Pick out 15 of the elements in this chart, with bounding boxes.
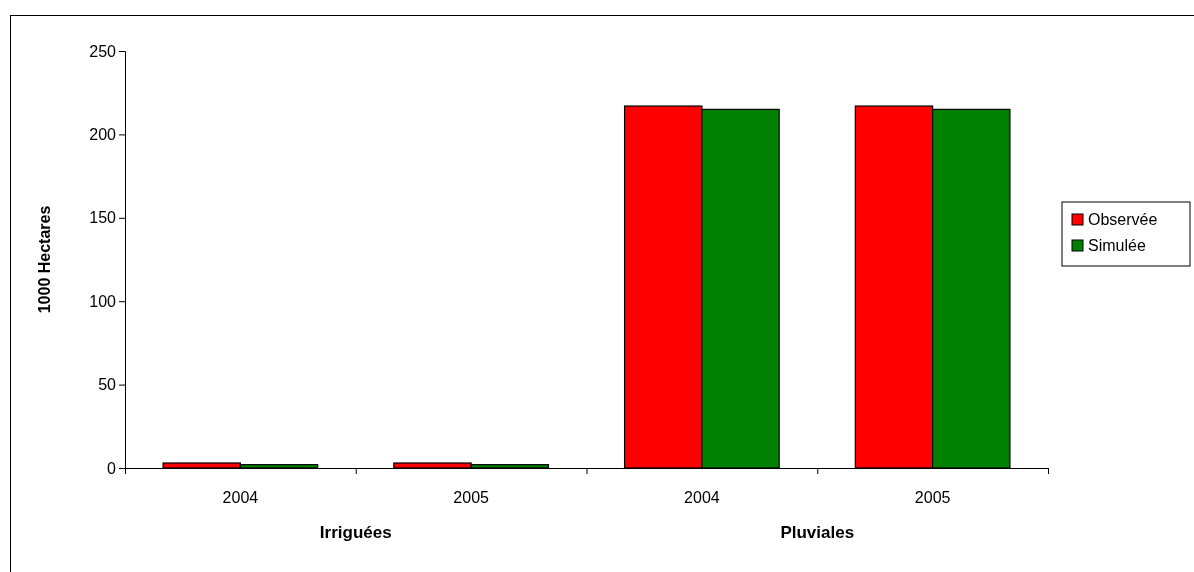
y-tick-label: 150 (89, 209, 117, 227)
x-tick-label: 2004 (684, 489, 720, 506)
y-tick-label: 50 (98, 376, 117, 394)
y-axis-title: 1000 Hectares (36, 205, 53, 314)
legend-label: Simulée (1088, 237, 1146, 254)
text: Irriguées (319, 523, 392, 542)
y-tick-label: 200 (89, 126, 117, 144)
legend-label: Observée (1088, 211, 1158, 228)
y-tick-label: 0 (107, 459, 117, 477)
y-tick-label: 250 (89, 42, 117, 60)
y-tick-label: 100 (89, 292, 117, 310)
x-tick-label: 2004 (222, 489, 259, 506)
x-tick-label: 2005 (453, 489, 490, 506)
text: Pluviales (780, 523, 855, 542)
x-tick-label: 2005 (914, 489, 951, 506)
